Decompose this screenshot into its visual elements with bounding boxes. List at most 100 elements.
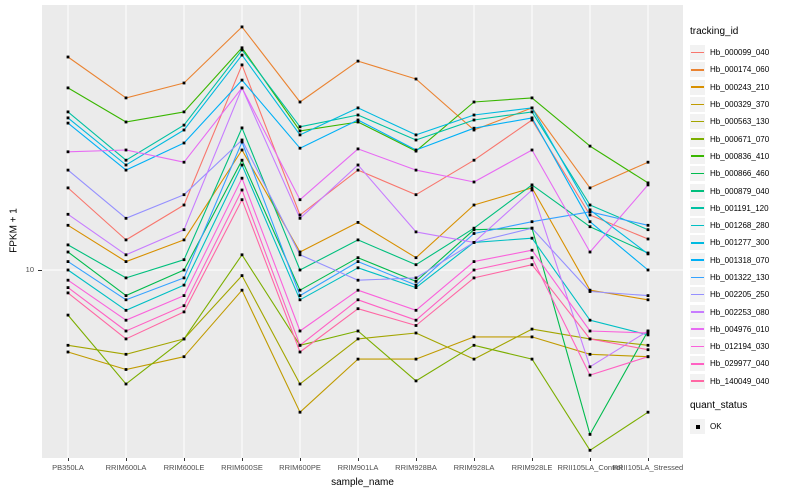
data-point (646, 298, 650, 302)
data-point (472, 118, 476, 122)
data-point (124, 337, 128, 341)
legend-key-line-icon (690, 200, 705, 216)
data-point (66, 86, 70, 90)
data-point (588, 250, 592, 254)
legend-key-line-icon (690, 373, 705, 389)
data-point (298, 125, 302, 129)
legend-key-line-icon (690, 339, 705, 355)
data-point (414, 168, 418, 172)
data-points (66, 25, 650, 452)
data-point (530, 188, 534, 192)
data-point (646, 237, 650, 241)
data-point (356, 168, 360, 172)
legend-entry: Hb_001318_070 (690, 252, 798, 269)
x-tick-mark (242, 458, 243, 461)
data-point (588, 203, 592, 207)
data-point (182, 294, 186, 297)
legend-key-line-icon (690, 287, 705, 303)
legend-entry: Hb_012194_030 (690, 338, 798, 355)
data-point (588, 144, 592, 148)
data-point (588, 337, 592, 341)
data-point (182, 258, 186, 262)
legend-entry: Hb_000243_210 (690, 79, 798, 96)
data-point (240, 78, 244, 82)
data-point (66, 121, 70, 125)
data-point (472, 126, 476, 130)
legend-key-line-icon (690, 304, 705, 320)
data-point (530, 106, 534, 110)
data-point (646, 223, 650, 227)
data-point (298, 198, 302, 202)
data-point (530, 335, 534, 339)
data-point (124, 329, 128, 333)
data-point (124, 318, 128, 322)
x-tick-label-RRII105LA_Control: RRII105LA_Control (557, 463, 623, 472)
data-point (298, 100, 302, 104)
data-point (530, 220, 534, 224)
data-point (588, 373, 592, 377)
x-tick-mark (126, 458, 127, 461)
x-tick-label-RRIM600SE: RRIM600SE (221, 463, 263, 472)
data-point (240, 288, 244, 292)
data-point (530, 248, 534, 252)
legend-key-line-icon (690, 79, 705, 95)
x-tick-label-RRIM600LE: RRIM600LE (163, 463, 205, 472)
data-point (298, 350, 302, 354)
legend-label: Hb_000866_460 (710, 169, 770, 179)
x-tick-mark (300, 458, 301, 461)
data-point (182, 268, 186, 272)
data-point (298, 129, 302, 133)
legend-label: Hb_002205_250 (710, 290, 770, 300)
data-point (124, 238, 128, 242)
data-point (66, 268, 70, 272)
data-point (124, 158, 128, 162)
data-point (472, 357, 476, 361)
data-point (240, 163, 244, 167)
legend-entry: Hb_001268_280 (690, 217, 798, 234)
data-point (414, 138, 418, 142)
data-point (240, 158, 244, 162)
data-point (356, 266, 360, 270)
y-tick-mark (38, 269, 42, 271)
data-point (414, 308, 418, 312)
legend-label: Hb_001318_070 (710, 255, 770, 265)
data-point (182, 355, 186, 359)
legend-entry: Hb_000866_460 (690, 165, 798, 182)
data-point (240, 25, 244, 29)
data-point (182, 238, 186, 242)
data-point (530, 110, 534, 114)
data-point (472, 260, 476, 263)
data-point (66, 286, 70, 289)
data-point (298, 146, 302, 150)
data-point (298, 213, 302, 217)
data-point (646, 252, 650, 256)
data-point (124, 294, 128, 297)
legend-title-tracking-id: tracking_id (690, 26, 739, 37)
data-point (66, 278, 70, 282)
data-point (124, 168, 128, 172)
ok-square-icon (690, 419, 705, 435)
data-point (356, 163, 360, 167)
data-point (530, 183, 534, 187)
data-point (298, 382, 302, 386)
x-tick-mark (532, 458, 533, 461)
data-point (240, 53, 244, 57)
data-point (472, 100, 476, 104)
data-point (588, 352, 592, 356)
data-point (472, 113, 476, 117)
data-point (182, 160, 186, 164)
data-point (646, 228, 650, 232)
data-point (530, 96, 534, 100)
data-point (414, 77, 418, 81)
y-tick-label-10: 10 (25, 265, 34, 274)
data-point (472, 180, 476, 184)
data-point (472, 268, 476, 272)
data-point (240, 148, 244, 152)
data-point (530, 327, 534, 331)
legend-label: Hb_001191_120 (710, 203, 769, 213)
legend-key-line-icon (690, 45, 705, 61)
data-point (472, 228, 476, 232)
data-point (646, 331, 650, 335)
data-point (530, 236, 534, 240)
